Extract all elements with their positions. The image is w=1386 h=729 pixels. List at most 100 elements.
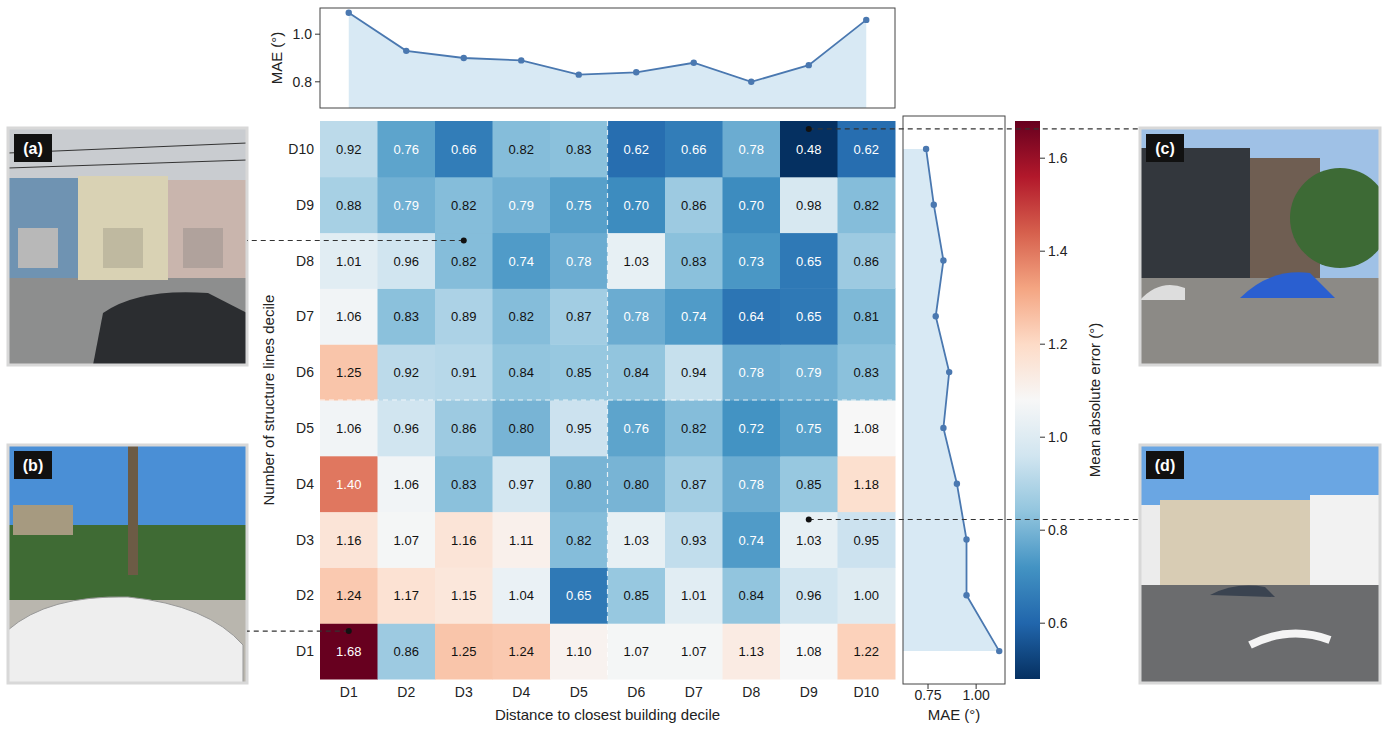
heatmap-cell	[378, 567, 436, 623]
garage	[183, 228, 223, 268]
cell-label: 0.94	[681, 365, 706, 380]
heatmap-cell	[550, 456, 608, 512]
photo-scene	[1140, 128, 1380, 365]
cell-label: 1.10	[566, 644, 591, 659]
y-tick-label: D2	[296, 587, 314, 603]
y-tick-label: D7	[296, 308, 314, 324]
house	[13, 505, 73, 535]
leader-dot	[346, 628, 352, 634]
colorbar-tick-label: 1.6	[1048, 150, 1068, 166]
colorbar-title: Mean absolute error (°)	[1086, 323, 1103, 477]
cell-label: 0.70	[739, 198, 764, 213]
figure: 1.680.861.251.241.101.071.071.131.081.22…	[0, 0, 1386, 729]
marker	[748, 79, 754, 85]
cell-label: 1.06	[336, 421, 361, 436]
marker	[933, 313, 939, 319]
cell-label: 0.76	[624, 421, 649, 436]
cell-label: 0.84	[739, 588, 764, 603]
cell-label: 0.65	[796, 309, 821, 324]
y-tick-label: D4	[296, 476, 314, 492]
cell-label: 0.98	[796, 198, 821, 213]
heatmap-cell	[838, 233, 896, 289]
top-plot-data	[346, 10, 870, 108]
photo	[1140, 128, 1386, 365]
garage	[103, 228, 143, 268]
cell-label: 0.82	[681, 421, 706, 436]
x-tick-label: D1	[340, 684, 358, 700]
heatmap-cell	[378, 400, 436, 456]
leader-dot	[461, 238, 467, 244]
cell-label: 1.06	[336, 309, 361, 324]
heatmap-cell	[378, 121, 436, 177]
plot-frame	[320, 8, 895, 108]
cell-label: 0.95	[566, 421, 591, 436]
marker	[346, 10, 352, 16]
heatmap-cell	[838, 400, 896, 456]
heatmap-cell	[665, 456, 723, 512]
right-plot-data	[903, 146, 1002, 655]
leader-line	[809, 128, 1140, 129]
heatmap-cell	[550, 567, 608, 623]
heatmap-cell	[493, 288, 551, 344]
cell-label: 0.74	[509, 254, 534, 269]
heatmap-cell	[320, 288, 378, 344]
heatmap-cell	[550, 177, 608, 233]
leader-dot	[806, 517, 812, 523]
x-tick-label: D8	[742, 684, 760, 700]
house	[78, 176, 168, 280]
cell-label: 1.03	[796, 533, 821, 548]
marker	[954, 481, 960, 487]
heatmap-cell	[780, 288, 838, 344]
marker	[963, 592, 969, 598]
heatmap-cell	[550, 623, 608, 679]
y-tick	[315, 34, 320, 35]
heatmap-cell	[608, 567, 666, 623]
heatmap-cell	[493, 233, 551, 289]
cell-label: 0.82	[509, 142, 534, 157]
x-tick-label: D2	[397, 684, 415, 700]
cell-label: 1.08	[796, 644, 821, 659]
cell-label: 0.96	[394, 421, 419, 436]
photo-letter: (b)	[23, 457, 43, 474]
heatmap-cell	[665, 344, 723, 400]
cell-label: 0.80	[566, 477, 591, 492]
cell-label: 0.84	[624, 365, 649, 380]
heatmap-cell	[493, 400, 551, 456]
heatmap-cell	[838, 456, 896, 512]
heatmap-cell	[378, 512, 436, 568]
y-tick-label: D8	[296, 253, 314, 269]
y-tick-label: D9	[296, 197, 314, 213]
cell-label: 0.80	[624, 477, 649, 492]
cell-label: 0.66	[451, 142, 476, 157]
cell-label: 0.95	[854, 533, 879, 548]
sky	[8, 445, 247, 683]
cell-label: 1.17	[394, 588, 419, 603]
tree	[1290, 168, 1380, 268]
colorbar-tick-label: 0.8	[1048, 522, 1068, 538]
leader-line	[247, 240, 464, 241]
photo-frame	[8, 445, 247, 683]
cell-label: 0.66	[681, 142, 706, 157]
cell-label: 1.16	[451, 533, 476, 548]
cell-label: 0.83	[394, 309, 419, 324]
heatmap-cell	[435, 288, 493, 344]
pole	[128, 445, 138, 575]
photo-badge	[14, 134, 52, 162]
area	[903, 149, 999, 651]
marker	[923, 146, 929, 152]
road-arrow	[1250, 634, 1330, 645]
cell-label: 1.08	[854, 421, 879, 436]
separator	[320, 399, 895, 400]
marker	[461, 55, 467, 61]
photo-letter: (d)	[1155, 457, 1175, 474]
cell-label: 1.03	[624, 533, 649, 548]
heatmap-cell	[550, 121, 608, 177]
car	[8, 597, 243, 683]
heatmap-cell	[493, 512, 551, 568]
photo	[8, 128, 248, 365]
heatmap-cell	[320, 456, 378, 512]
heatmap-cell	[493, 456, 551, 512]
building	[1140, 505, 1160, 590]
cell-label: 0.84	[509, 365, 534, 380]
cell-label: 0.79	[394, 198, 419, 213]
